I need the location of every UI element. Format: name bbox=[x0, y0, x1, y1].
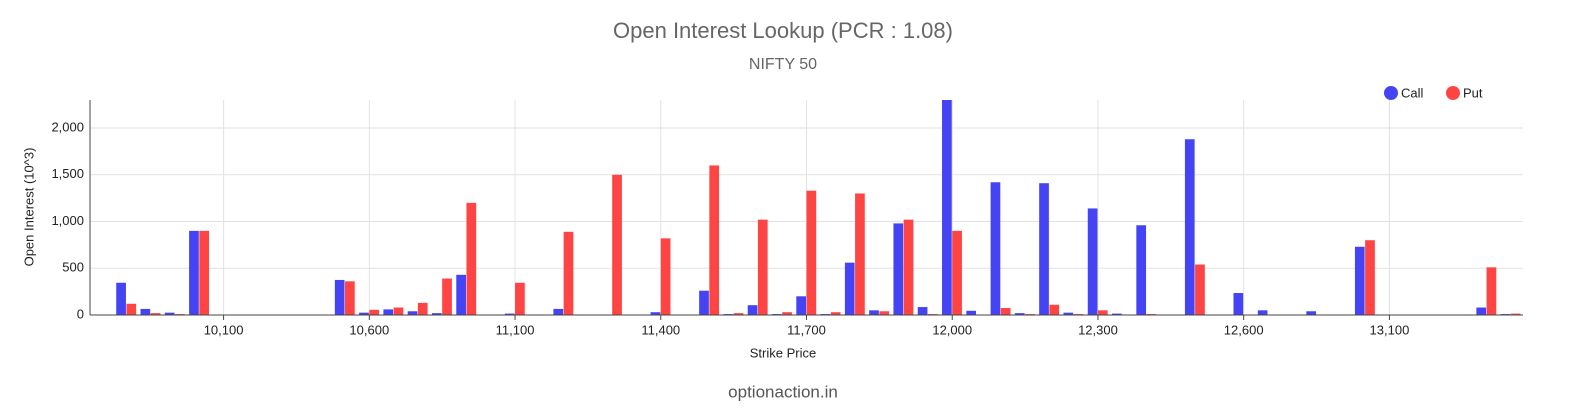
y-tick-label: 0 bbox=[77, 306, 84, 321]
x-axis-label: Strike Price bbox=[750, 345, 816, 360]
bar bbox=[359, 312, 369, 315]
bar bbox=[855, 193, 865, 315]
x-tick-label: 11,100 bbox=[496, 322, 535, 337]
y-tick-label: 2,000 bbox=[51, 119, 84, 134]
bar bbox=[1136, 225, 1147, 315]
bar bbox=[806, 190, 817, 315]
chart-subtitle: NIFTY 50 bbox=[749, 56, 817, 73]
bar bbox=[1049, 304, 1060, 315]
bar bbox=[1087, 208, 1098, 315]
bar bbox=[369, 309, 380, 315]
bar bbox=[796, 296, 806, 315]
bar bbox=[869, 310, 879, 315]
bar bbox=[1014, 313, 1025, 315]
bar bbox=[660, 238, 671, 315]
x-tick-label: 10,600 bbox=[349, 322, 389, 337]
x-tick-label: 12,300 bbox=[1078, 322, 1118, 337]
bar bbox=[747, 305, 758, 315]
bar bbox=[1233, 293, 1244, 315]
bar bbox=[879, 311, 890, 315]
bar bbox=[1184, 139, 1195, 315]
x-tick-label: 12,600 bbox=[1224, 322, 1264, 337]
bar bbox=[116, 282, 126, 315]
bar bbox=[417, 302, 428, 315]
bar bbox=[393, 307, 404, 315]
bar bbox=[942, 100, 952, 315]
bar bbox=[345, 281, 355, 315]
bar bbox=[1476, 307, 1487, 315]
bar bbox=[515, 282, 525, 315]
bar bbox=[431, 313, 442, 315]
bar bbox=[830, 312, 841, 315]
bar bbox=[1112, 313, 1122, 315]
y-tick-label: 1,000 bbox=[51, 213, 84, 228]
bar bbox=[466, 202, 477, 315]
bar bbox=[966, 310, 977, 315]
footer: optionaction.in bbox=[728, 382, 838, 401]
bar bbox=[733, 313, 744, 315]
bar bbox=[1257, 310, 1268, 315]
bar bbox=[1039, 183, 1049, 315]
bar bbox=[699, 290, 709, 315]
chart-title: Open Interest Lookup (PCR : 1.08) bbox=[613, 18, 953, 43]
bar bbox=[1097, 310, 1108, 315]
bar bbox=[189, 230, 199, 315]
bar bbox=[612, 174, 622, 315]
bar bbox=[952, 230, 962, 315]
bar bbox=[1486, 267, 1497, 315]
bar bbox=[126, 303, 137, 315]
bar bbox=[383, 309, 394, 315]
bar bbox=[844, 262, 855, 315]
bar bbox=[990, 182, 1001, 315]
bar bbox=[903, 219, 914, 315]
bar bbox=[199, 230, 209, 315]
bar bbox=[650, 312, 661, 315]
bar bbox=[782, 312, 792, 315]
x-tick-label: 12,000 bbox=[932, 322, 972, 337]
bar bbox=[442, 278, 452, 315]
bar bbox=[1195, 264, 1205, 315]
bar bbox=[917, 307, 928, 315]
bar bbox=[893, 223, 904, 315]
bar bbox=[757, 219, 768, 315]
bar bbox=[1510, 313, 1521, 315]
bar bbox=[504, 313, 515, 315]
bar bbox=[1000, 307, 1011, 315]
y-tick-label: 1,500 bbox=[51, 166, 84, 181]
legend-label: Call bbox=[1401, 85, 1424, 100]
bar bbox=[1306, 311, 1317, 315]
x-tick-label: 10,100 bbox=[204, 322, 244, 337]
bar bbox=[407, 311, 418, 315]
legend-swatch bbox=[1446, 86, 1460, 100]
bar bbox=[563, 231, 574, 315]
bar bbox=[164, 312, 175, 315]
x-tick-label: 11,400 bbox=[641, 322, 680, 337]
y-axis-label: Open Interest (10^3) bbox=[21, 148, 36, 267]
x-tick-label: 11,700 bbox=[787, 322, 826, 337]
bar bbox=[334, 279, 345, 315]
bar bbox=[150, 313, 161, 315]
bar bbox=[553, 308, 564, 315]
bar bbox=[1063, 312, 1074, 315]
y-tick-label: 500 bbox=[62, 260, 84, 275]
bar bbox=[456, 274, 466, 315]
bar bbox=[1365, 240, 1375, 315]
bar bbox=[1354, 246, 1365, 315]
bar bbox=[709, 165, 720, 315]
legend-label: Put bbox=[1463, 85, 1483, 100]
legend-swatch bbox=[1384, 86, 1398, 100]
bar bbox=[140, 308, 151, 315]
x-tick-label: 13,100 bbox=[1370, 322, 1410, 337]
